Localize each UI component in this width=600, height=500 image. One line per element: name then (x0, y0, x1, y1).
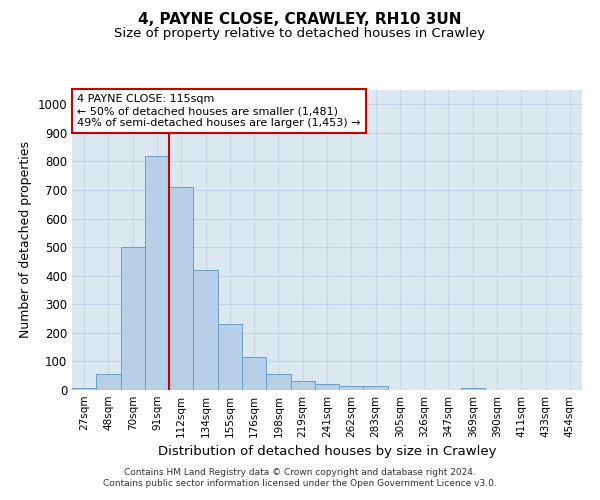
Bar (145, 156, 169, 390)
Bar (461, 388, 485, 390)
Bar (72, 388, 96, 390)
Bar (121, 247, 145, 390)
Bar (193, 270, 218, 390)
Bar (242, 356, 266, 390)
Text: Contains HM Land Registry data © Crown copyright and database right 2024.
Contai: Contains HM Land Registry data © Crown c… (103, 468, 497, 487)
Y-axis label: Number of detached properties: Number of detached properties (19, 142, 32, 338)
Bar (169, 187, 193, 390)
Text: 4, PAYNE CLOSE, CRAWLEY, RH10 3UN: 4, PAYNE CLOSE, CRAWLEY, RH10 3UN (138, 12, 462, 28)
Bar (290, 381, 315, 390)
Bar (315, 384, 339, 390)
Bar (218, 324, 242, 390)
Bar (364, 386, 388, 390)
Text: Size of property relative to detached houses in Crawley: Size of property relative to detached ho… (115, 28, 485, 40)
Bar (266, 374, 290, 390)
Text: 4 PAYNE CLOSE: 115sqm
← 50% of detached houses are smaller (1,481)
49% of semi-d: 4 PAYNE CLOSE: 115sqm ← 50% of detached … (77, 94, 361, 128)
X-axis label: Distribution of detached houses by size in Crawley: Distribution of detached houses by size … (158, 446, 496, 458)
Bar (96, 374, 121, 390)
Bar (339, 386, 364, 390)
